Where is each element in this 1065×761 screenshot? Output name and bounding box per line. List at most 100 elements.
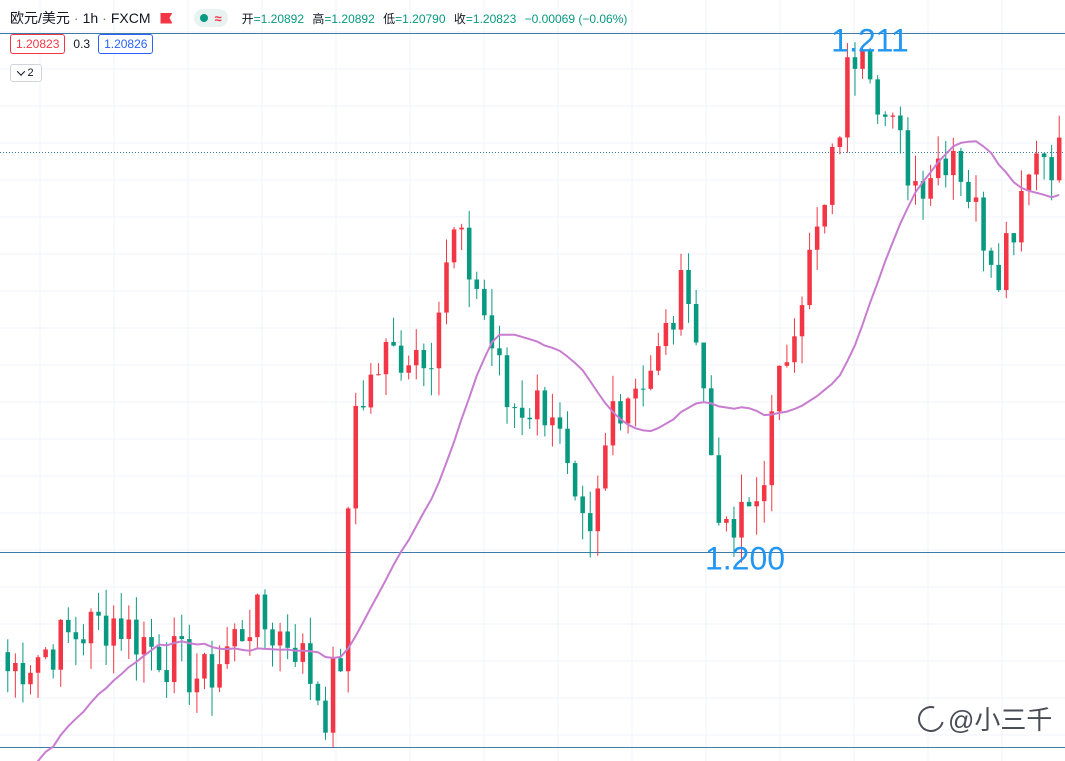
high-value: =1.20892 [324, 11, 375, 26]
symbol-name[interactable]: 欧元/美元 [10, 10, 70, 26]
candle-body [315, 683, 321, 701]
candle-body [66, 619, 71, 633]
candle-body [898, 115, 903, 131]
candle-body [398, 345, 404, 373]
candle-body [209, 654, 215, 688]
close-value: =1.20823 [465, 11, 517, 26]
candle-body [958, 150, 964, 182]
candle-body [656, 346, 661, 371]
candle-body [262, 594, 268, 630]
candle-body [13, 662, 18, 672]
candle-body [240, 629, 245, 642]
high-label: 高 [312, 11, 325, 26]
candle-body [1003, 233, 1009, 291]
candle-body [799, 305, 805, 337]
candle-body [648, 370, 654, 389]
exchange-label: FXCM [110, 10, 151, 26]
candle-body [88, 611, 94, 644]
level-annotations: 1.211 1.200 [705, 22, 909, 576]
candle-body [277, 631, 283, 646]
candle-body [996, 264, 1001, 291]
candle-body [610, 401, 616, 446]
moving-average-line [36, 140, 1060, 761]
candle-body [867, 50, 873, 80]
candle-body [1026, 174, 1032, 192]
candle-body [35, 657, 41, 673]
candle-body [875, 79, 880, 115]
collapse-count: 2 [27, 67, 34, 79]
candle-body [693, 304, 699, 343]
candle-body [739, 501, 744, 538]
candle-body [761, 485, 767, 502]
candle-body [504, 355, 510, 408]
weibo-logo-icon [913, 700, 949, 737]
candle-body [671, 322, 676, 330]
candle-body [118, 618, 124, 639]
open-label: 开 [241, 11, 254, 26]
interval-label[interactable]: 1h [82, 10, 99, 26]
candle-body [792, 336, 797, 363]
candle-body [96, 611, 101, 616]
candle-body [330, 658, 336, 733]
candlestick-series [5, 42, 1062, 748]
flag-icon[interactable] [160, 12, 173, 24]
candle-body [50, 649, 56, 670]
collapse-indicators-button[interactable]: 2 [10, 64, 42, 82]
candle-body [731, 518, 737, 538]
candle-body [535, 390, 540, 420]
candle-body [519, 407, 525, 418]
candle-body [179, 636, 185, 640]
horizontal-levels[interactable] [0, 33, 1065, 748]
status-dot-icon [200, 14, 209, 22]
buy-price-button[interactable]: 1.20826 [98, 34, 154, 54]
candle-body [913, 181, 918, 186]
candle-body [1019, 191, 1024, 243]
candle-body [459, 227, 464, 230]
sell-price-button[interactable]: 1.20823 [10, 34, 66, 54]
candle-body [822, 204, 827, 227]
candle-body [1056, 137, 1062, 181]
market-status-pill[interactable]: ≈ [194, 9, 228, 27]
candle-body [141, 637, 147, 655]
candle-body [1034, 153, 1039, 175]
candle-body [572, 463, 578, 497]
candle-body [43, 649, 48, 658]
candle-body [603, 445, 608, 489]
low-value: =1.20790 [395, 11, 446, 26]
ohlc-values: 开=1.20892 高=1.20892 低=1.20790 收=1.20823 … [242, 10, 633, 27]
candle-body [882, 114, 888, 117]
candle-body [807, 249, 812, 306]
candle-body [368, 374, 374, 408]
candle-body [103, 615, 109, 646]
candle-body [920, 181, 926, 199]
candle-body [852, 57, 858, 69]
candle-body [134, 619, 139, 655]
candle-body [444, 262, 449, 313]
candle-body [512, 407, 517, 409]
candle-body [618, 401, 623, 424]
candle-body [951, 150, 956, 176]
candle-body [640, 388, 646, 390]
candle-body [323, 700, 328, 733]
candle-body [943, 158, 949, 176]
separator-dot: · [102, 10, 107, 26]
candle-body [973, 197, 979, 202]
candle-body [716, 455, 722, 523]
candle-body [361, 405, 366, 408]
candle-body [81, 639, 86, 644]
candle-body [708, 388, 714, 456]
candle-body [935, 158, 941, 179]
wave-icon: ≈ [214, 10, 222, 26]
candle-body [126, 619, 132, 639]
candle-body [580, 496, 585, 514]
candle-body [724, 518, 729, 523]
candle-body [20, 662, 26, 685]
candle-body [845, 57, 850, 138]
chevron-down-icon [17, 67, 26, 76]
candle-body [1011, 233, 1017, 243]
legend-header: 欧元/美元 · 1h · FXCM ≈ 开=1.20892 高=1.20892 … [10, 8, 632, 28]
candle-body [905, 130, 911, 186]
candle-body [436, 312, 442, 369]
